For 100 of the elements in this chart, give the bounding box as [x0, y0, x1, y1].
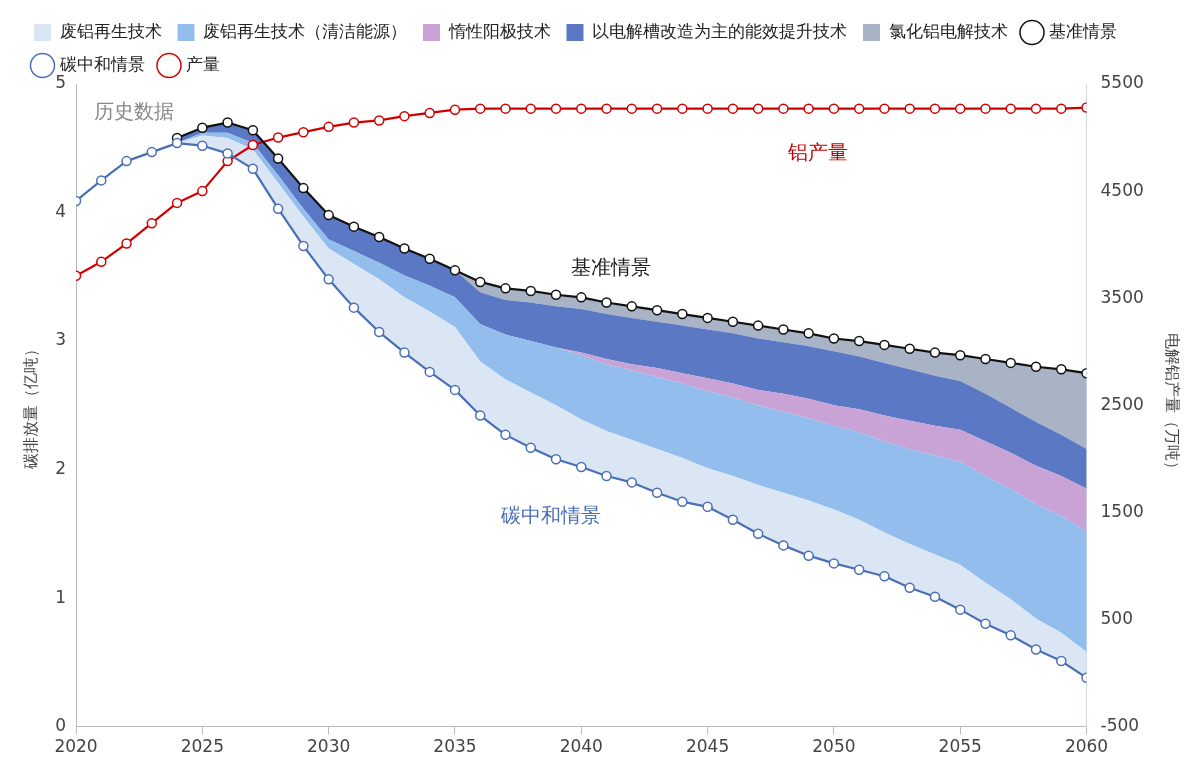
y2-axis-title: 电解铝产量（万吨）	[1163, 333, 1183, 478]
point	[474, 276, 486, 288]
point	[298, 126, 309, 138]
point	[449, 265, 461, 276]
point	[550, 289, 562, 301]
point	[399, 347, 410, 358]
x-tick-label: 2040	[559, 736, 603, 757]
point	[576, 292, 587, 303]
point	[96, 175, 107, 186]
legend-label: 氯化铝电解技术	[888, 20, 1008, 41]
x-tick-label: 2035	[433, 736, 477, 757]
point	[550, 103, 562, 114]
annotation: 铝产量	[786, 140, 848, 165]
point	[601, 470, 612, 482]
point	[677, 308, 688, 320]
point	[424, 366, 435, 378]
point	[980, 353, 991, 365]
point	[576, 103, 587, 114]
point	[752, 103, 764, 114]
point	[980, 618, 991, 630]
point	[954, 349, 966, 361]
point	[525, 285, 536, 297]
point	[803, 550, 814, 561]
point	[96, 256, 107, 268]
point	[247, 139, 259, 151]
point	[272, 132, 284, 143]
point	[449, 104, 461, 115]
point	[879, 339, 890, 351]
point	[778, 324, 789, 335]
point	[727, 316, 739, 328]
point	[146, 217, 158, 229]
annotation: 基准情景	[570, 255, 651, 280]
y-axis-title: 碳排放量（亿吨）	[20, 341, 40, 471]
point	[803, 328, 814, 339]
legend-label: 以电解槽改造为主的能效提升技术	[592, 20, 847, 41]
point	[778, 103, 789, 114]
point	[853, 103, 865, 114]
point	[626, 301, 638, 312]
point	[500, 103, 511, 114]
x-tick-label: 2050	[812, 736, 856, 757]
point	[373, 115, 385, 126]
point	[298, 240, 309, 252]
legend-label: 基准情景	[1049, 20, 1117, 41]
point	[778, 540, 789, 551]
point	[651, 103, 663, 114]
legend-label: 废铝再生技术	[59, 20, 162, 41]
point	[298, 182, 309, 194]
point	[550, 454, 562, 465]
point	[702, 501, 713, 513]
point	[323, 121, 334, 133]
point	[954, 103, 966, 114]
annotation: 历史数据	[93, 99, 174, 124]
point	[121, 238, 132, 249]
point	[702, 312, 713, 324]
point	[348, 221, 360, 232]
point	[1005, 357, 1016, 369]
point	[803, 103, 814, 114]
y-tick-label: 3	[55, 329, 67, 350]
point	[879, 570, 890, 582]
y2-tick-label: 1500	[1100, 500, 1144, 521]
point	[500, 283, 511, 294]
point	[853, 564, 865, 576]
point	[348, 302, 360, 313]
point	[525, 442, 536, 453]
legend-label: 碳中和情景	[58, 53, 145, 74]
point	[1005, 630, 1016, 641]
point	[399, 243, 410, 254]
point	[323, 274, 334, 285]
point	[929, 347, 941, 358]
point	[348, 117, 360, 128]
legend-label: 产量	[186, 53, 220, 74]
point	[474, 103, 486, 114]
legend-label: 废铝再生技术（清洁能源）	[203, 20, 407, 41]
point	[222, 148, 233, 159]
point	[424, 253, 435, 265]
point	[1030, 644, 1042, 655]
y2-tick-label: 4500	[1100, 179, 1144, 200]
point	[121, 155, 132, 167]
point	[601, 297, 612, 308]
point	[1030, 361, 1042, 372]
point	[424, 107, 435, 119]
point	[247, 125, 259, 136]
y-tick-label: 4	[55, 200, 67, 221]
point	[929, 591, 941, 603]
point	[272, 153, 284, 164]
y2-tick-label: 2500	[1100, 393, 1144, 414]
point	[677, 496, 688, 507]
x-tick-label: 2060	[1064, 736, 1109, 757]
point	[752, 320, 764, 331]
point	[752, 528, 764, 540]
point	[373, 231, 385, 243]
point	[904, 343, 915, 354]
point	[651, 487, 663, 498]
y2-tick-label: 3500	[1100, 286, 1144, 307]
point	[1056, 103, 1067, 114]
x-tick-label: 2030	[307, 736, 351, 757]
y-tick-label: 2	[55, 457, 67, 478]
y2-tick-label: 5500	[1100, 72, 1144, 93]
point	[677, 103, 688, 114]
point	[272, 203, 284, 214]
